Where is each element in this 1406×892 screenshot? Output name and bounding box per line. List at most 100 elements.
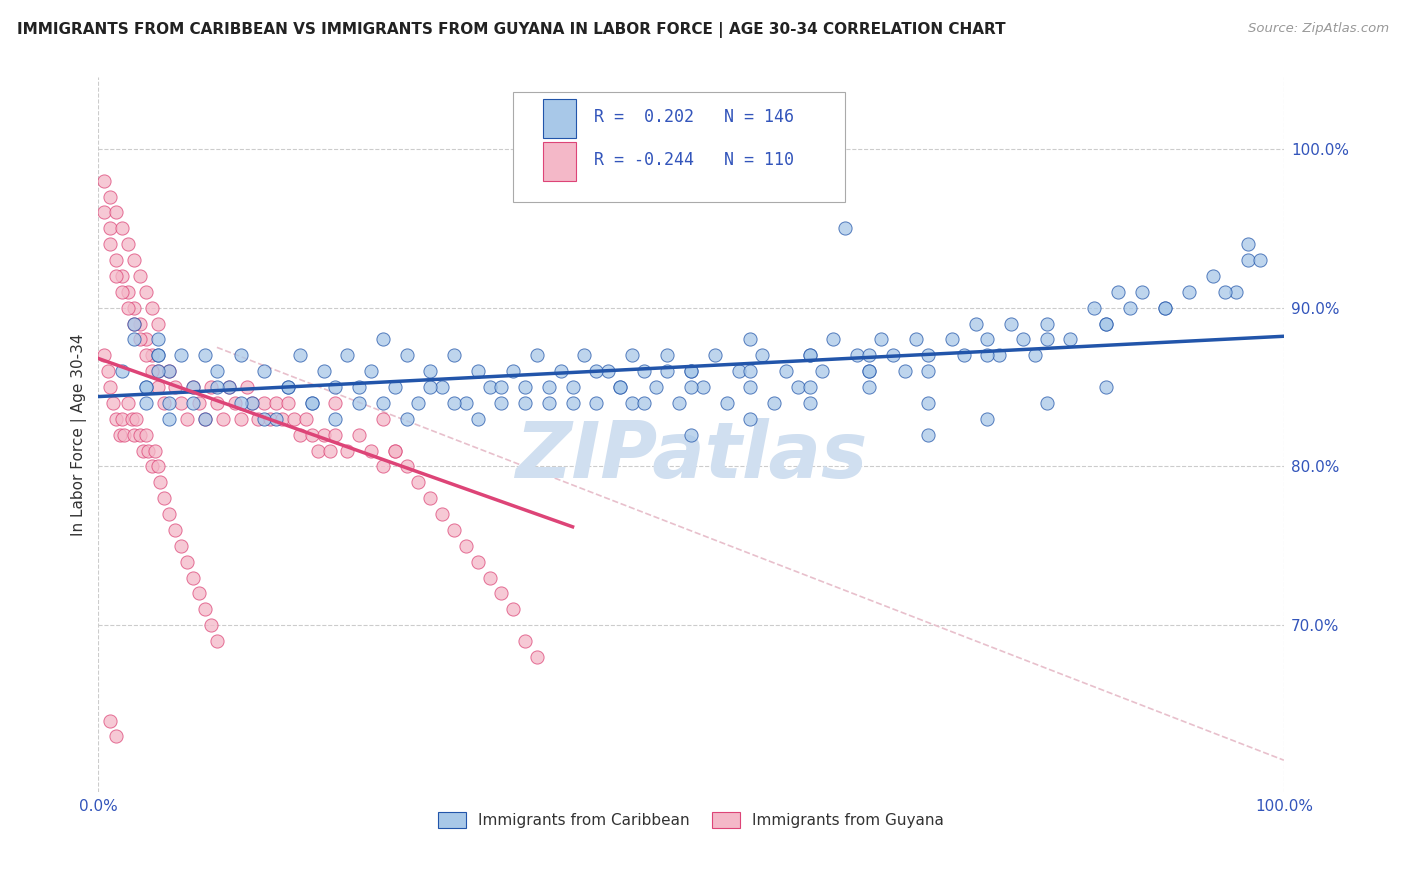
Point (135, 285, 157, 299)
Point (1012, 333, 1035, 347)
Point (1237, 237, 1260, 252)
Point (526, 348, 548, 362)
Point (430, 380, 453, 394)
Point (93, 348, 115, 362)
Point (181, 380, 204, 394)
Point (325, 412, 347, 426)
Point (271, 412, 294, 426)
Point (952, 348, 974, 362)
Point (141, 364, 163, 378)
Point (170, 396, 193, 410)
Point (668, 396, 690, 410)
Point (117, 237, 139, 252)
Point (247, 412, 270, 426)
Point (114, 427, 136, 442)
Point (98, 221, 121, 235)
Point (122, 253, 145, 268)
Point (141, 348, 163, 362)
Point (105, 268, 128, 283)
Point (988, 348, 1011, 362)
Point (194, 412, 217, 426)
Point (681, 380, 703, 394)
Point (491, 396, 513, 410)
Point (307, 443, 329, 458)
Y-axis label: In Labor Force | Age 30-34: In Labor Force | Age 30-34 (72, 334, 87, 536)
Point (810, 364, 832, 378)
Text: ZIPatlas: ZIPatlas (515, 418, 868, 494)
Point (105, 205, 128, 219)
Point (371, 459, 394, 474)
Point (360, 443, 382, 458)
Point (200, 380, 222, 394)
Point (146, 333, 169, 347)
Point (135, 396, 157, 410)
Point (159, 412, 181, 426)
Point (111, 364, 134, 378)
Point (146, 317, 169, 331)
Point (620, 396, 643, 410)
Point (288, 427, 311, 442)
Point (242, 396, 264, 410)
Point (1119, 301, 1142, 315)
Point (537, 396, 560, 410)
Point (502, 364, 524, 378)
Point (1036, 396, 1059, 410)
Point (176, 555, 198, 569)
Point (205, 634, 228, 648)
Point (181, 571, 204, 585)
Point (976, 333, 998, 347)
Point (117, 285, 139, 299)
Point (301, 427, 323, 442)
Point (229, 396, 252, 410)
Point (395, 459, 418, 474)
Legend: Immigrants from Caribbean, Immigrants from Guyana: Immigrants from Caribbean, Immigrants fr… (432, 806, 950, 834)
Point (657, 348, 679, 362)
Point (181, 396, 204, 410)
Point (135, 380, 157, 394)
Point (295, 412, 318, 426)
Point (277, 396, 299, 410)
Point (347, 396, 370, 410)
Point (229, 412, 252, 426)
Point (858, 380, 880, 394)
Point (122, 317, 145, 331)
Point (882, 348, 904, 362)
Point (1107, 285, 1129, 299)
Point (159, 507, 181, 521)
Point (408, 396, 430, 410)
Point (430, 507, 453, 521)
Point (1154, 301, 1177, 315)
Point (1130, 285, 1153, 299)
Point (105, 253, 128, 268)
Point (170, 539, 193, 553)
Point (1036, 317, 1059, 331)
Point (347, 427, 370, 442)
Point (917, 427, 939, 442)
Point (205, 380, 228, 394)
Point (681, 427, 703, 442)
Point (751, 348, 773, 362)
Point (384, 380, 406, 394)
Point (1225, 285, 1247, 299)
Point (467, 555, 489, 569)
Point (141, 301, 163, 315)
Point (336, 348, 359, 362)
Point (941, 333, 963, 347)
Point (264, 396, 287, 410)
Point (443, 396, 465, 410)
Point (325, 380, 347, 394)
Point (609, 380, 631, 394)
Point (277, 380, 299, 394)
Point (917, 348, 939, 362)
Point (834, 221, 856, 235)
Point (513, 380, 536, 394)
Point (125, 412, 148, 426)
Point (740, 380, 762, 394)
Point (218, 380, 240, 394)
Point (443, 523, 465, 537)
Point (1178, 285, 1201, 299)
Point (347, 380, 370, 394)
Point (917, 364, 939, 378)
Point (598, 364, 620, 378)
Point (799, 348, 821, 362)
